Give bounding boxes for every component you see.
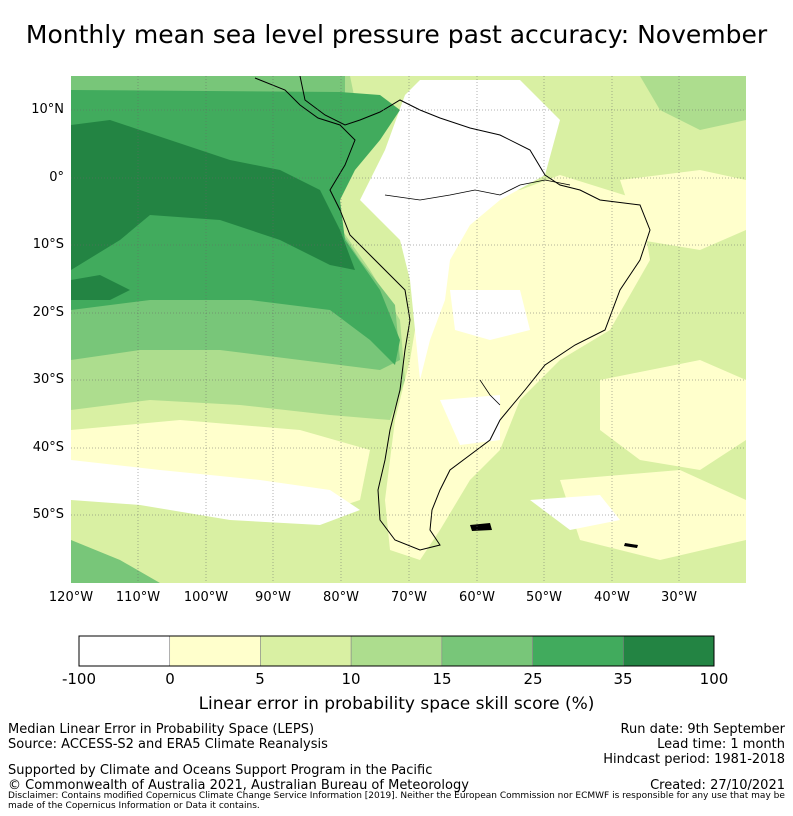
lon-label: 60°W	[459, 590, 495, 605]
footer-support: Supported by Climate and Oceans Support …	[8, 763, 433, 778]
colorbar-segment	[350, 635, 443, 667]
created-date: Created: 27/10/2021	[650, 778, 785, 793]
south-america-coastline	[254, 76, 651, 551]
disclaimer: Disclaimer: Contains modified Copernicus…	[8, 791, 785, 811]
colorbar-tick: 0	[165, 670, 175, 688]
colorbar-tick: 15	[432, 670, 452, 688]
skill-zone-35-100	[71, 275, 130, 300]
colorbar-tick: 10	[341, 670, 361, 688]
colorbar-tick: -100	[61, 670, 97, 688]
lat-label: 30°S	[32, 372, 64, 387]
chart-title: Monthly mean sea level pressure past acc…	[25, 20, 768, 49]
skill-zone-0-5	[385, 175, 650, 560]
lon-label: 30°W	[661, 590, 697, 605]
colorbar-segment	[532, 635, 624, 667]
skill-field	[71, 76, 746, 583]
footer-method: Median Linear Error in Probability Space…	[8, 722, 315, 737]
colorbar-tick: 35	[613, 670, 633, 688]
falklands	[470, 523, 492, 531]
lat-label: 10°N	[31, 102, 64, 117]
skill-zone-0-5	[600, 360, 746, 470]
lon-label: 110°W	[115, 590, 161, 605]
colorbar-segment	[78, 635, 171, 667]
la-plata-river	[479, 379, 501, 406]
colorbar-segment	[622, 635, 715, 667]
skill-zone-35-100	[71, 120, 355, 270]
hindcast-period: Hindcast period: 1981-2018	[603, 752, 785, 767]
run-date: Run date: 9th September	[620, 722, 785, 737]
colorbar-segment	[441, 635, 533, 667]
lon-label: 90°W	[255, 590, 291, 605]
lon-label: 120°W	[48, 590, 94, 605]
colorbar	[78, 635, 715, 667]
lon-label: 80°W	[323, 590, 359, 605]
footer-right: Run date: 9th September Lead time: 1 mon…	[603, 722, 785, 767]
lat-label: 40°S	[32, 440, 64, 455]
lon-label: 100°W	[183, 590, 229, 605]
lat-label: 10°S	[32, 237, 64, 252]
colorbar-segment	[169, 635, 261, 667]
south-georgia	[624, 543, 638, 548]
skill-zone-15-25	[71, 540, 160, 583]
lat-label: 50°S	[32, 507, 64, 522]
colorbar-tick: 5	[255, 670, 265, 688]
colorbar-segment	[260, 635, 352, 667]
skill-zone-negative	[530, 495, 620, 530]
footer-source: Source: ACCESS-S2 and ERA5 Climate Reana…	[8, 737, 328, 752]
skill-zone-negative	[360, 80, 560, 380]
skill-zone-negative	[450, 290, 530, 340]
footer-copyright: © Commonwealth of Australia 2021, Austra…	[8, 778, 469, 793]
lat-label: 20°S	[32, 305, 64, 320]
footer-left: Median Linear Error in Probability Space…	[8, 722, 328, 752]
skill-zone-negative	[71, 460, 360, 525]
lon-label: 70°W	[391, 590, 427, 605]
skill-map	[71, 76, 746, 667]
colorbar-tick: 25	[523, 670, 543, 688]
colorbar-label: Linear error in probability space skill …	[198, 694, 595, 714]
lon-label: 40°W	[594, 590, 630, 605]
footer-left-lower: Supported by Climate and Oceans Support …	[8, 763, 469, 793]
colorbar-tick: 100	[699, 670, 729, 688]
skill-zone-10-15	[640, 76, 746, 130]
skill-zone-0-5	[620, 170, 746, 250]
skill-zone-negative	[440, 395, 500, 445]
amazon-river	[384, 179, 571, 201]
lon-label: 50°W	[526, 590, 562, 605]
lead-time: Lead time: 1 month	[657, 737, 785, 752]
lat-label: 0°	[49, 170, 64, 185]
graticule	[71, 76, 746, 583]
